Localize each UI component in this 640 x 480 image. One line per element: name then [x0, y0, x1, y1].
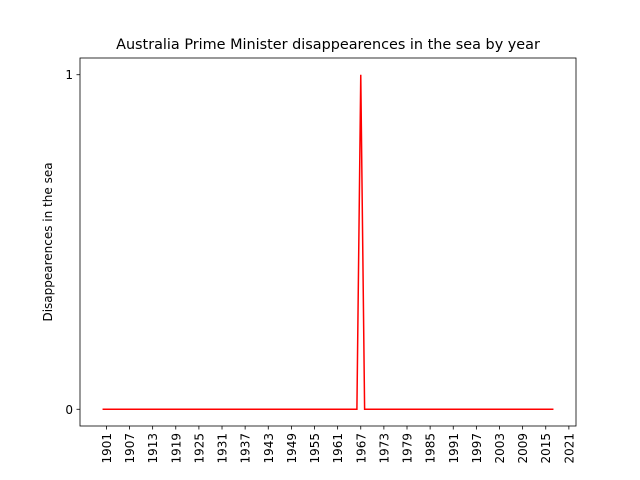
x-tick-label: 1919 — [169, 433, 183, 464]
x-tick-label: 1973 — [377, 433, 391, 464]
data-line — [102, 74, 554, 411]
x-tick-label: 1925 — [192, 433, 206, 464]
y-axis-label: Disappearences in the sea — [41, 162, 55, 321]
x-tick-label: 2003 — [493, 433, 507, 464]
x-tick-label: 2015 — [539, 433, 553, 464]
chart-title: Australia Prime Minister disappearences … — [116, 37, 540, 53]
x-tick-label: 1901 — [100, 433, 114, 464]
x-tick-label: 1985 — [424, 433, 438, 464]
x-tick-label: 1961 — [331, 433, 345, 464]
x-tick-label: 1955 — [308, 433, 322, 464]
y-tick-label: 1 — [65, 68, 73, 82]
x-tick-label: 2021 — [562, 433, 576, 464]
x-tick-label: 1937 — [239, 433, 253, 464]
axes-frame — [79, 57, 577, 427]
x-tick-label: 1943 — [262, 433, 276, 464]
x-tick-label: 1913 — [146, 433, 160, 464]
x-tick-label: 1949 — [285, 433, 299, 464]
x-tick-label: 1907 — [123, 433, 137, 464]
x-tick-label: 1931 — [216, 433, 230, 464]
y-tick-label: 0 — [65, 403, 73, 417]
x-tick-label: 2009 — [516, 433, 530, 464]
x-tick-label: 1979 — [401, 433, 415, 464]
x-tick-label: 1967 — [354, 433, 368, 464]
x-tick-label: 1997 — [470, 433, 484, 464]
x-tick-label: 1991 — [447, 433, 461, 464]
